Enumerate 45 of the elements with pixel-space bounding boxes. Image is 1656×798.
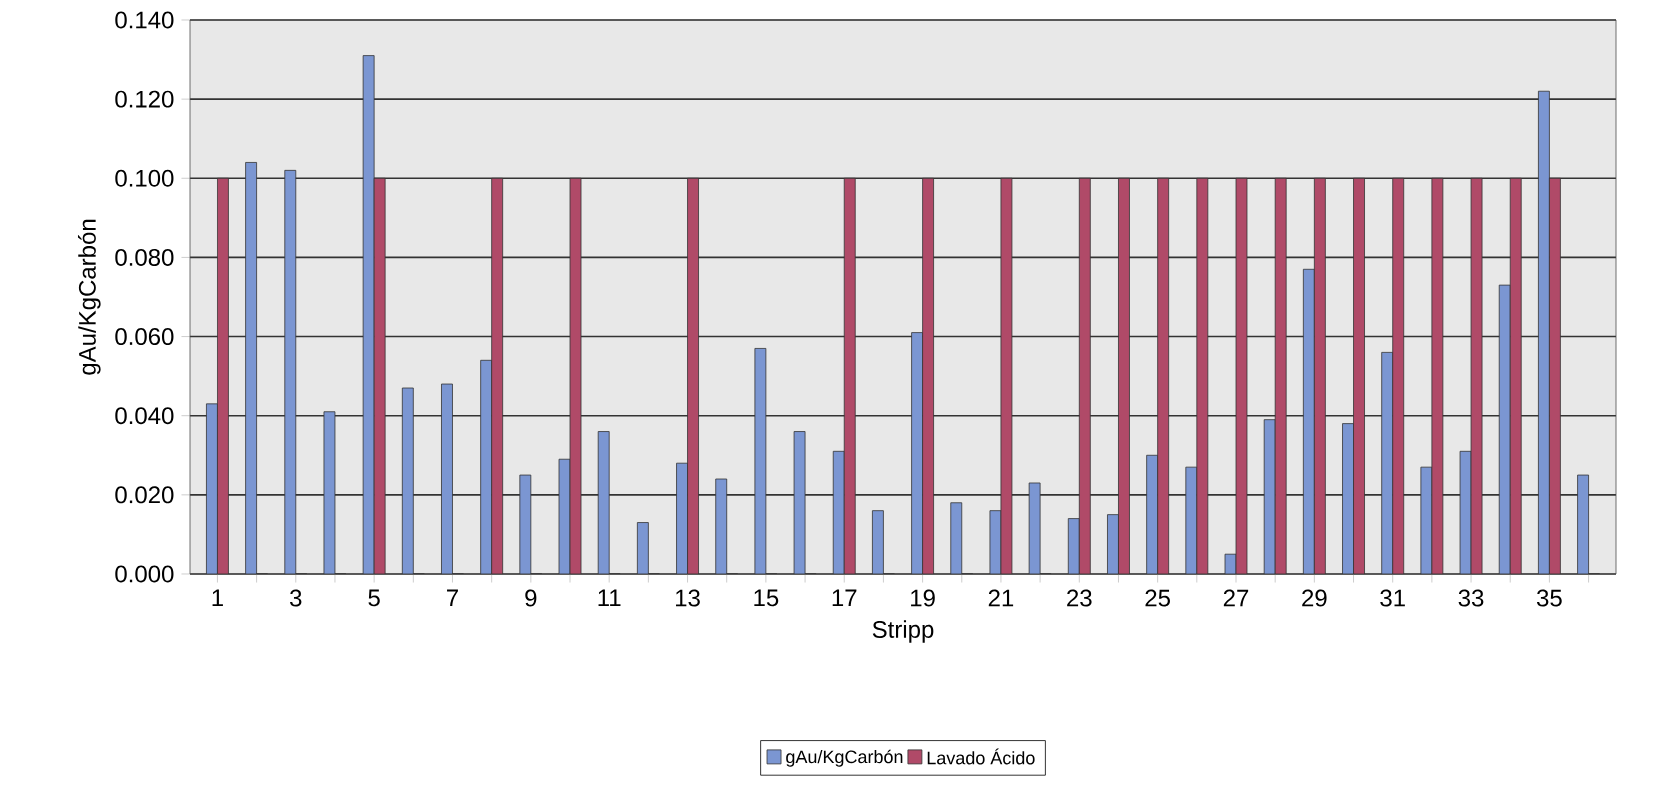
- y-tick-label: 0.120: [115, 90, 174, 108]
- x-tick-label: 15: [754, 589, 779, 607]
- y-axis-title: gAu/KgCarbón: [77, 219, 101, 375]
- y-tick-label: 0.020: [115, 486, 174, 504]
- y-tick-label: 0.100: [115, 169, 174, 187]
- x-tick-label: 31: [1380, 589, 1405, 607]
- x-tick-label: 33: [1458, 589, 1484, 607]
- bar: [1392, 177, 1405, 574]
- x-tick-label: 11: [598, 589, 621, 607]
- x-tick-label: 7: [447, 589, 458, 607]
- bar: [843, 177, 856, 574]
- x-tick-label: 27: [1223, 589, 1249, 607]
- bar: [1118, 177, 1130, 574]
- legend-label: gAu/KgCarbón: [786, 749, 903, 767]
- x-tick-label: 3: [290, 589, 302, 607]
- x-tick-label: 21: [988, 589, 1014, 607]
- x-axis-title: Stripp: [872, 620, 934, 643]
- x-tick-label: 19: [911, 589, 935, 607]
- bar: [1313, 177, 1326, 574]
- bar: [1274, 177, 1287, 574]
- legend-label: Lavado Ácido: [927, 748, 1035, 765]
- bar: [1353, 177, 1365, 574]
- y-tick-label: 0.000: [115, 565, 174, 583]
- x-tick-label: 23: [1067, 589, 1092, 607]
- x-tick-label: 29: [1302, 589, 1327, 607]
- y-tick-label: 0.080: [115, 248, 174, 266]
- y-tick-label: 0.040: [115, 407, 174, 425]
- bar: [1078, 177, 1091, 574]
- bar: [687, 177, 699, 574]
- x-tick-label: 9: [525, 589, 537, 607]
- bar: [1157, 177, 1170, 574]
- bar: [1509, 177, 1522, 574]
- bar: [491, 177, 504, 574]
- y-tick-label: 0.140: [115, 11, 174, 29]
- x-tick-label: 5: [368, 589, 380, 607]
- x-tick-label: 13: [676, 589, 700, 607]
- y-tick-label: 0.060: [115, 328, 174, 346]
- x-tick-label: 17: [832, 589, 857, 607]
- bar: [1549, 177, 1561, 574]
- bar: [922, 177, 934, 574]
- x-tick-label: 35: [1536, 589, 1562, 607]
- bar: [1196, 177, 1209, 574]
- bar: [217, 177, 229, 574]
- x-tick-label: 1: [212, 589, 223, 607]
- x-tick-label: 25: [1145, 589, 1170, 607]
